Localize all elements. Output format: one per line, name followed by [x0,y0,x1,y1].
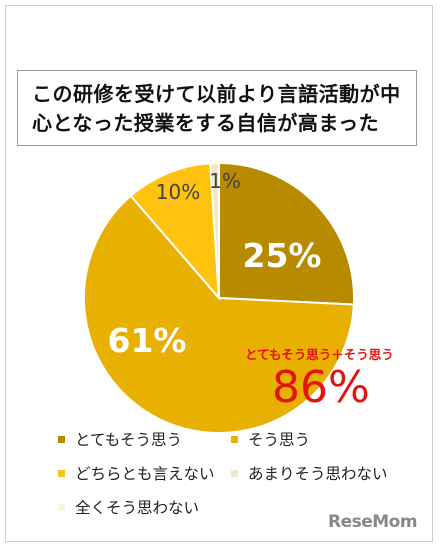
annotation-label: とてもそう思う＋そう思う [245,347,394,362]
legend-label: 全くそう思わない [75,499,200,517]
title-line-1: この研修を受けて以前より言語活動が中 [32,82,401,106]
slice-label-0: 25% [243,236,322,275]
legend-item-very-agree: とてもそう思う [58,428,182,450]
pie-slice-1 [83,194,355,434]
chart-title: この研修を受けて以前より言語活動が中 心となった授業をする自信が高まった [17,70,417,146]
pie-slice-2 [129,162,221,301]
legend-label: どちらとも言えない [75,465,215,483]
legend-swatch [58,469,65,477]
slice-label-3: 1% [209,169,241,193]
resemom-logo: ReseMom [328,512,418,532]
logo-text: ReseMom [328,512,418,532]
legend-item-disagree: あまりそう思わない [231,462,388,484]
legend-label: とてもそう思う [75,431,182,449]
title-line-2: 心となった授業をする自信が高まった [32,111,380,135]
pie-slice-0 [218,161,355,306]
legend-label: あまりそう思わない [248,465,388,483]
slice-label-2: 10% [156,180,200,204]
legend-swatch [58,503,65,511]
pie-slice-3 [209,161,220,299]
legend-label: そう思う [248,431,311,449]
slice-label-1: 61% [108,321,187,360]
legend-swatch [231,435,238,443]
legend-item-strongly-disagree: 全くそう思わない [58,496,199,518]
legend-swatch [58,435,65,443]
legend-item-neutral: どちらとも言えない [58,462,215,484]
annotation-value: 86% [272,362,370,413]
legend-item-agree: そう思う [231,428,310,450]
legend-swatch [231,469,238,477]
